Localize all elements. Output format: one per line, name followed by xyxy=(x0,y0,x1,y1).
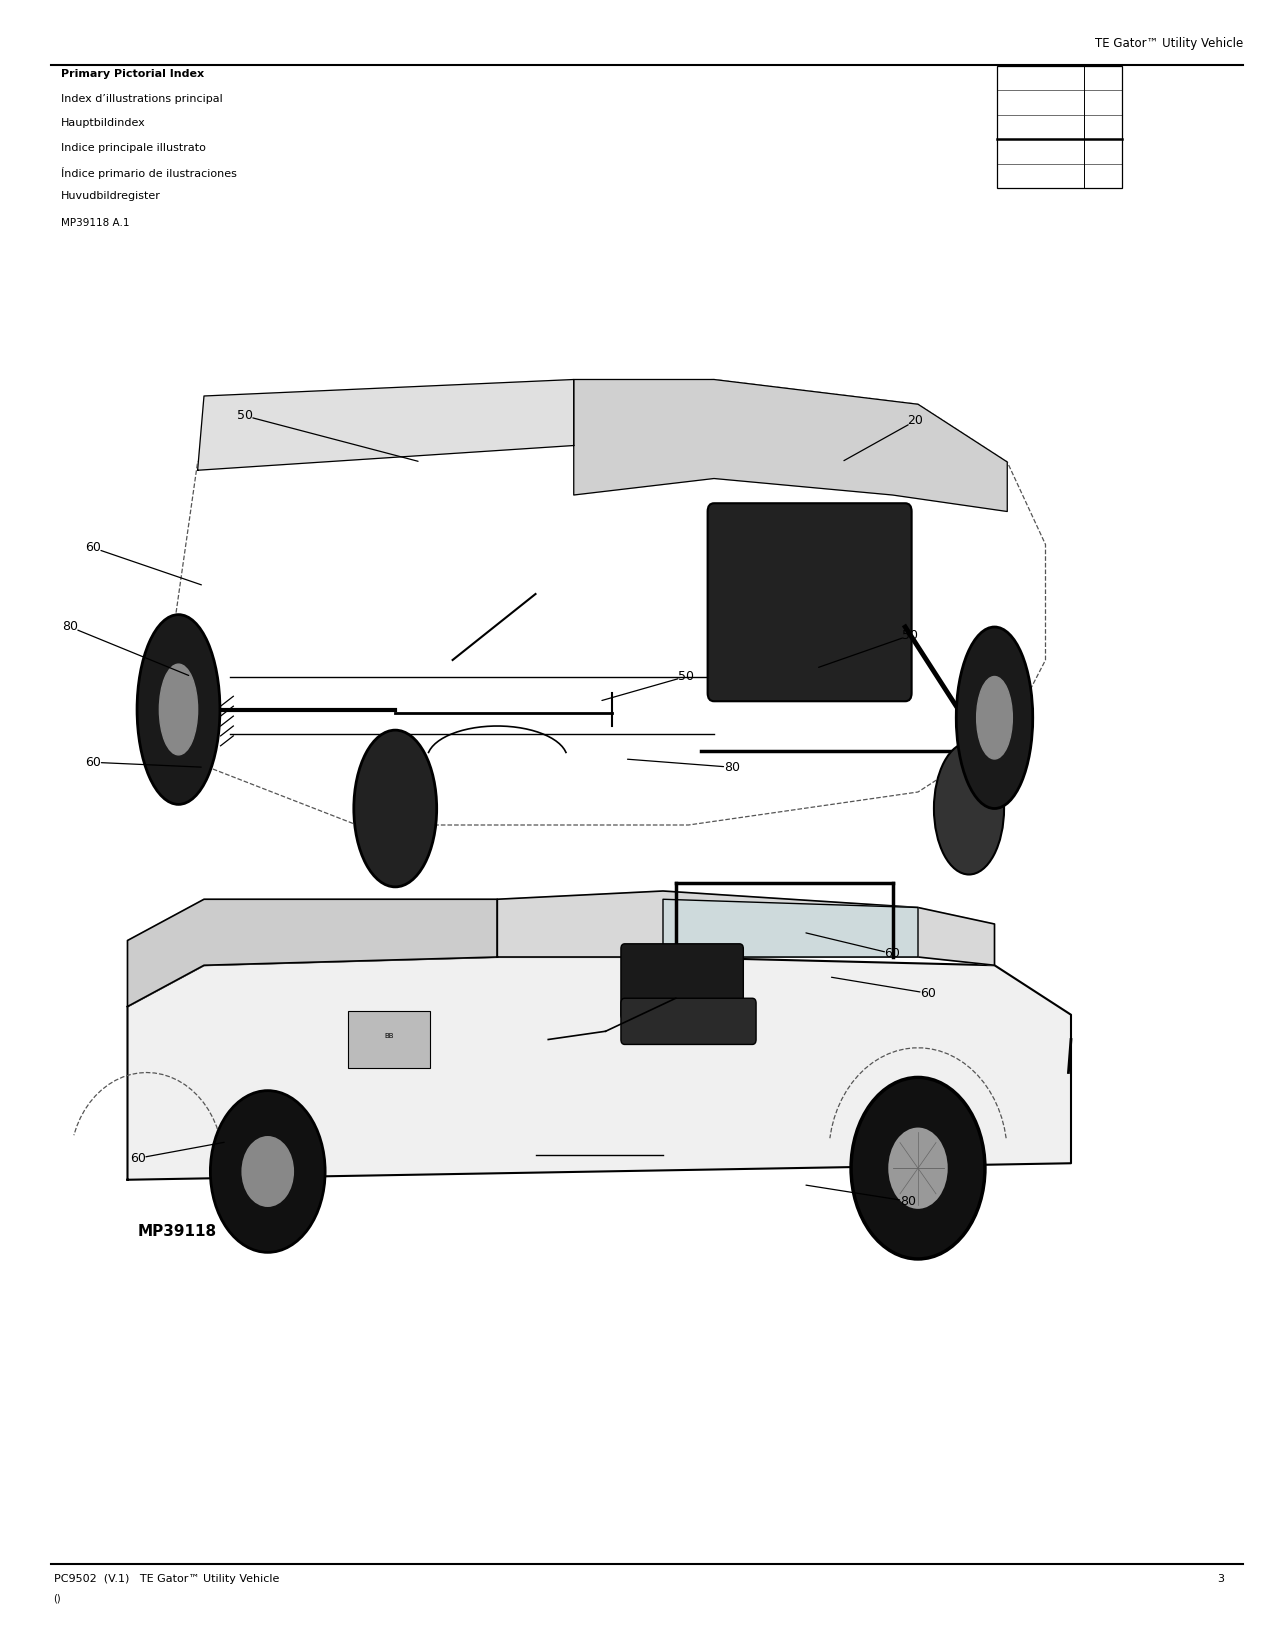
Text: 60: 60 xyxy=(85,756,101,769)
Text: 50: 50 xyxy=(678,670,694,683)
Ellipse shape xyxy=(138,615,221,805)
Ellipse shape xyxy=(977,676,1012,759)
Text: MP39118 A.1: MP39118 A.1 xyxy=(61,218,130,228)
Ellipse shape xyxy=(353,729,436,888)
Polygon shape xyxy=(497,891,994,965)
Text: 80: 80 xyxy=(62,620,78,634)
FancyBboxPatch shape xyxy=(348,1011,430,1068)
Text: 2: 2 xyxy=(1099,172,1107,182)
Ellipse shape xyxy=(242,1137,293,1206)
Polygon shape xyxy=(128,899,497,1006)
Text: 50: 50 xyxy=(237,409,252,422)
Text: 20-: 20- xyxy=(1026,73,1045,82)
Ellipse shape xyxy=(956,627,1033,808)
Bar xyxy=(997,66,1122,188)
Text: 50-: 50- xyxy=(1028,97,1046,107)
Polygon shape xyxy=(574,380,1007,512)
Polygon shape xyxy=(198,380,574,470)
Text: 60: 60 xyxy=(921,987,936,1000)
Text: 80: 80 xyxy=(900,1195,915,1208)
Text: (): () xyxy=(54,1594,61,1604)
Text: 60: 60 xyxy=(130,1152,145,1165)
Text: 60: 60 xyxy=(885,947,900,960)
Text: Hauptbildindex: Hauptbildindex xyxy=(61,119,145,129)
Text: 80-: 80- xyxy=(1026,172,1045,182)
Ellipse shape xyxy=(933,742,1005,874)
Text: Índice primario de ilustraciones: Índice primario de ilustraciones xyxy=(61,167,237,178)
Text: BB: BB xyxy=(384,1033,394,1040)
Text: 80-: 80- xyxy=(1026,147,1045,157)
Text: 60: 60 xyxy=(85,541,101,554)
Text: PC9502  (V.1)   TE Gator™ Utility Vehicle: PC9502 (V.1) TE Gator™ Utility Vehicle xyxy=(54,1574,279,1584)
Text: 3: 3 xyxy=(1218,1574,1224,1584)
Text: MP39118: MP39118 xyxy=(138,1224,217,1239)
Polygon shape xyxy=(128,957,1071,1180)
Ellipse shape xyxy=(210,1091,325,1252)
Text: 1: 1 xyxy=(1099,122,1107,132)
Text: Indice principale illustrato: Indice principale illustrato xyxy=(61,142,207,152)
Text: 50: 50 xyxy=(903,629,918,642)
Ellipse shape xyxy=(890,1129,946,1208)
Text: 80: 80 xyxy=(724,761,740,774)
Text: 1: 1 xyxy=(1099,147,1107,157)
FancyBboxPatch shape xyxy=(621,998,756,1044)
Text: 20: 20 xyxy=(908,414,923,427)
Text: TE Gator™ Utility Vehicle: TE Gator™ Utility Vehicle xyxy=(1095,38,1243,51)
Text: 60-: 60- xyxy=(1028,122,1046,132)
Text: Index d’illustrations principal: Index d’illustrations principal xyxy=(61,94,223,104)
FancyBboxPatch shape xyxy=(708,503,912,701)
Text: 1: 1 xyxy=(1099,97,1107,107)
Text: Primary Pictorial Index: Primary Pictorial Index xyxy=(61,69,204,79)
Ellipse shape xyxy=(159,665,198,756)
Text: 1: 1 xyxy=(1099,73,1107,82)
Ellipse shape xyxy=(852,1077,984,1259)
Text: Huvudbildregister: Huvudbildregister xyxy=(61,191,161,201)
Polygon shape xyxy=(663,899,918,957)
FancyBboxPatch shape xyxy=(621,944,743,1020)
